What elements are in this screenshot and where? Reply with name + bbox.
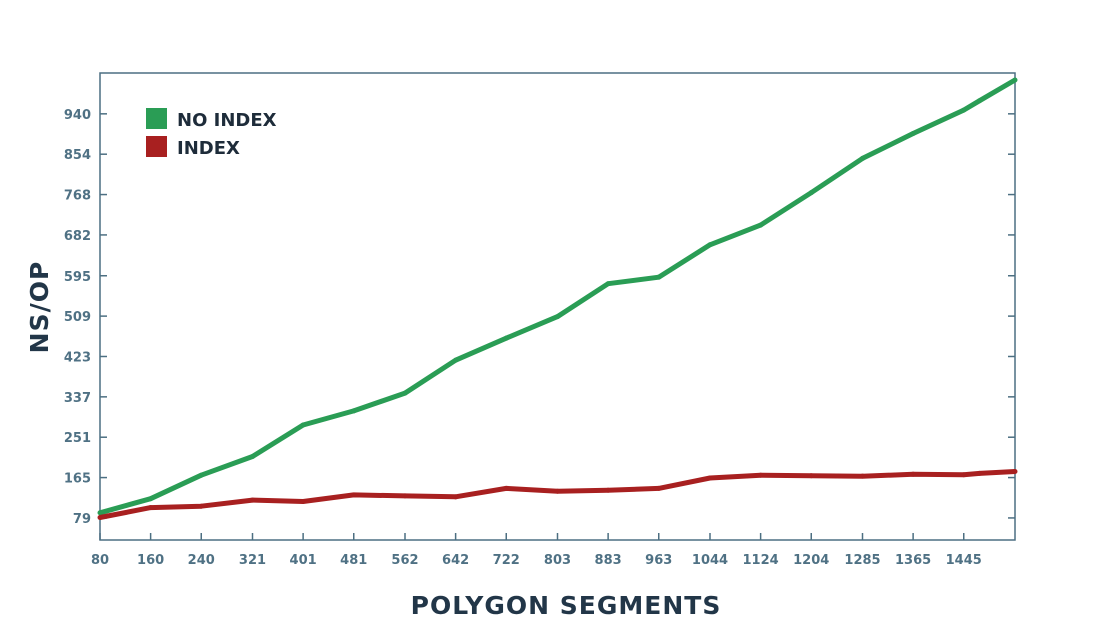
- data-point-index-321: [250, 497, 255, 503]
- data-point-index-481: [351, 492, 357, 498]
- data-point-index-1445: [961, 472, 967, 478]
- y-tick-label-251: 251: [64, 431, 91, 446]
- x-tick-label-240: 240: [188, 553, 215, 568]
- series-layer: [97, 77, 1018, 520]
- data-point-no-index-642: [453, 357, 459, 363]
- data-point-index-1470: [977, 470, 983, 476]
- x-tick-label-803: 803: [544, 553, 571, 568]
- y-tick-label-682: 682: [64, 229, 91, 244]
- y-axis: 79 165 251 337 423 509 595 682 768 854 940: [64, 108, 1015, 527]
- data-point-index-1285: [860, 473, 865, 479]
- data-point-index-963: [656, 485, 662, 491]
- y-tick-label-509: 509: [64, 310, 91, 325]
- y-tick-label-854: 854: [64, 148, 91, 163]
- x-tick-label-722: 722: [493, 553, 520, 568]
- data-point-no-index-160: [148, 496, 154, 502]
- x-axis-title: POLYGON SEGMENTS: [411, 591, 722, 620]
- x-tick-label-1204: 1204: [793, 553, 829, 568]
- legend-swatch-no-index: [146, 108, 167, 129]
- series-line-no-index: [99, 77, 1017, 516]
- y-tick-label-337: 337: [64, 391, 91, 406]
- data-point-index-1526: [1012, 468, 1018, 474]
- data-point-no-index-883: [605, 281, 611, 287]
- x-axis: 80 160 240 321 401 481 562 642 722 803 883 963 1044 1…: [91, 533, 982, 568]
- data-point-index-80: [97, 514, 103, 520]
- x-tick-label-642: 642: [442, 553, 469, 568]
- legend: NO INDEX INDEX: [146, 108, 277, 159]
- data-point-no-index-401: [300, 422, 306, 428]
- data-point-no-index-481: [351, 408, 357, 414]
- x-tick-label-160: 160: [137, 553, 164, 568]
- data-point-no-index-722: [503, 335, 509, 341]
- data-point-index-1365: [910, 471, 916, 477]
- data-point-no-index-1470: [977, 98, 983, 104]
- x-tick-label-1044: 1044: [692, 553, 728, 568]
- legend-label-no-index: NO INDEX: [177, 110, 277, 131]
- x-tick-label-1285: 1285: [844, 553, 880, 568]
- x-tick-label-562: 562: [391, 553, 418, 568]
- data-point-index-722: [503, 485, 509, 491]
- data-point-no-index-321: [250, 453, 255, 459]
- data-point-index-803: [555, 488, 560, 494]
- legend-label-index: INDEX: [177, 138, 240, 159]
- x-tick-label-883: 883: [595, 553, 622, 568]
- data-point-index-160: [148, 505, 154, 511]
- y-tick-label-768: 768: [64, 189, 91, 204]
- data-point-no-index-240: [198, 472, 204, 478]
- data-point-index-1124: [758, 472, 764, 478]
- x-tick-label-1124: 1124: [743, 553, 779, 568]
- x-tick-label-963: 963: [645, 553, 672, 568]
- x-tick-label-1445: 1445: [946, 553, 982, 568]
- data-point-index-1044: [707, 475, 713, 481]
- x-tick-label-1365: 1365: [895, 553, 931, 568]
- data-point-no-index-1445: [961, 107, 967, 113]
- data-point-no-index-963: [656, 274, 662, 280]
- data-point-no-index-1204: [808, 190, 814, 196]
- series-line-index: [99, 469, 1016, 520]
- data-point-index-1204: [808, 473, 814, 479]
- x-tick-label-321: 321: [239, 553, 266, 568]
- y-tick-label-79: 79: [73, 512, 91, 527]
- y-tick-label-423: 423: [64, 350, 91, 365]
- y-tick-label-595: 595: [64, 270, 91, 285]
- data-point-index-240: [198, 503, 204, 509]
- data-point-no-index-1365: [910, 131, 916, 137]
- data-point-no-index-1044: [707, 242, 713, 248]
- data-point-no-index-80: [97, 510, 103, 516]
- data-point-no-index-562: [402, 390, 408, 396]
- data-point-no-index-1526: [1012, 77, 1018, 83]
- data-point-no-index-1285: [860, 155, 865, 161]
- y-axis-title: NS/OP: [25, 261, 54, 354]
- legend-swatch-index: [146, 136, 167, 157]
- data-point-no-index-1124: [758, 222, 764, 228]
- data-point-no-index-803: [555, 314, 560, 320]
- data-point-index-401: [300, 499, 306, 505]
- x-tick-label-481: 481: [340, 553, 367, 568]
- x-tick-label-401: 401: [290, 553, 317, 568]
- y-tick-label-165: 165: [64, 472, 91, 487]
- data-point-index-642: [453, 494, 459, 500]
- data-point-index-562: [402, 493, 408, 499]
- x-tick-label-80: 80: [91, 553, 109, 568]
- y-tick-label-940: 940: [64, 108, 91, 123]
- data-point-index-883: [605, 487, 611, 493]
